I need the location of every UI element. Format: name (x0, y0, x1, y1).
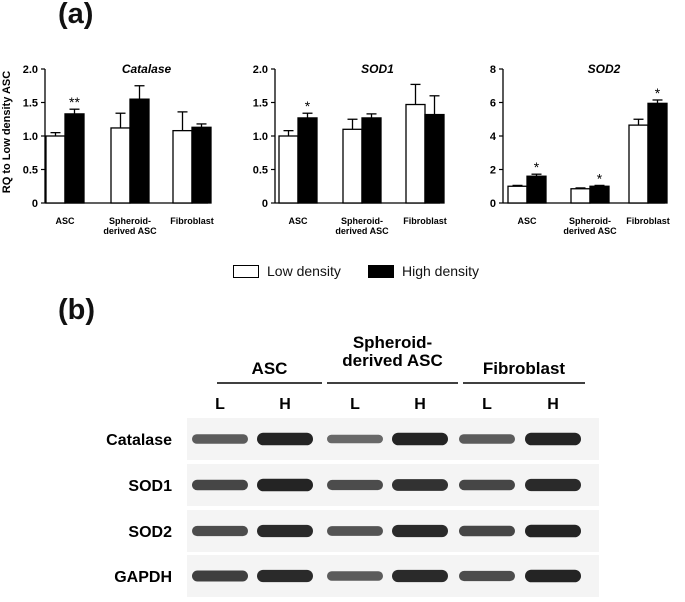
panel-a-label: (a) (58, 0, 94, 30)
blot-band (192, 570, 248, 582)
blot-group-label: ASC (252, 359, 288, 378)
blot-band (257, 524, 313, 538)
y-axis-label: RQ to Low density ASC (1, 71, 13, 193)
y-tick-label: 1.0 (23, 131, 38, 143)
y-tick-label: 6 (490, 98, 496, 110)
lane-label: H (279, 396, 291, 413)
y-tick-label: 1.0 (253, 131, 268, 143)
chart-2: 0 0.5 1.0 1.5 2.0 SOD1 * ASC Spheroid-derived AS… (253, 62, 447, 236)
y-tick-label: 1.5 (23, 98, 38, 110)
y-tick-label: 0.5 (23, 165, 38, 177)
y-tick-label: 2.0 (253, 64, 268, 76)
lane-label: L (482, 396, 492, 413)
blot-band (327, 479, 383, 491)
chart-title: Catalase (122, 62, 172, 76)
category-label: Spheroid-derived ASC (563, 216, 617, 236)
y-tick-label: 4 (490, 131, 497, 143)
category-label: Spheroid-derived ASC (335, 216, 389, 236)
y-tick-label: 0 (32, 198, 38, 210)
blot-row-label: SOD2 (128, 524, 172, 541)
category-label: ASC (288, 216, 308, 226)
y-tick-label: 8 (490, 64, 496, 76)
y-tick-label: 2.0 (23, 64, 38, 76)
blot-band (192, 434, 248, 444)
significance-marker: * (597, 170, 603, 186)
chart-3: 0 2 4 6 8 SOD2 * ASC * Spheroid-derived ASC * Fibro… (490, 62, 670, 236)
category-label: Fibroblast (626, 216, 670, 226)
bar-charts: RQ to Low density ASC 0 0.5 1.0 1.5 2.0 Catala… (1, 62, 670, 236)
legend-swatch-low (233, 265, 259, 278)
category-label: ASC (517, 216, 537, 226)
blot-row-label: Catalase (106, 432, 172, 449)
lane-label: L (350, 396, 360, 413)
blot-band (525, 569, 581, 583)
blot-band (192, 525, 248, 537)
blot-band (327, 571, 383, 581)
blot-band (327, 434, 383, 444)
significance-marker: * (534, 159, 540, 175)
legend-label-low: Low density (267, 263, 341, 279)
blot-band (459, 570, 515, 582)
chart-title: SOD2 (588, 62, 621, 76)
y-tick-label: 0.5 (253, 165, 268, 177)
significance-marker: ** (69, 94, 80, 110)
y-tick-label: 1.5 (253, 98, 268, 110)
blot-band (257, 432, 313, 446)
y-tick-label: 0 (262, 198, 268, 210)
blot-band (392, 479, 448, 491)
chart-1: 0 0.5 1.0 1.5 2.0 Catalase ** ASC Spheroid-deriv… (23, 62, 214, 236)
lane-label: L (215, 396, 225, 413)
blot-band (392, 569, 448, 583)
panel-b-label: (b) (58, 294, 96, 326)
blot-band (459, 434, 515, 444)
y-tick-label: 2 (490, 165, 496, 177)
blot-band (257, 478, 313, 492)
blot-row-label: SOD1 (128, 478, 172, 495)
significance-marker: * (655, 85, 661, 101)
blot-band (525, 478, 581, 492)
blot-band (392, 432, 448, 446)
blot-band (525, 432, 581, 446)
y-tick-label: 0 (490, 198, 496, 210)
blot-group-label: Fibroblast (483, 359, 566, 378)
blot-row-label: GAPDH (114, 569, 172, 586)
lane-label: H (547, 396, 559, 413)
blot-band (459, 525, 515, 537)
blot-band (257, 569, 313, 583)
blot-band (459, 479, 515, 491)
chart-title: SOD1 (361, 62, 394, 76)
legend-label-high: High density (402, 263, 480, 279)
blot-band (392, 524, 448, 538)
category-label: Spheroid-derived ASC (103, 216, 157, 236)
category-label: ASC (55, 216, 75, 226)
category-label: Fibroblast (403, 216, 447, 226)
legend-swatch-high (368, 265, 394, 278)
significance-marker: * (305, 98, 311, 114)
category-label: Fibroblast (170, 216, 214, 226)
blot-band (192, 479, 248, 491)
blot-band (327, 526, 383, 536)
blot-group-label: Spheroid-derived ASC (342, 333, 442, 370)
lane-label: H (414, 396, 426, 413)
blot-band (525, 524, 581, 538)
